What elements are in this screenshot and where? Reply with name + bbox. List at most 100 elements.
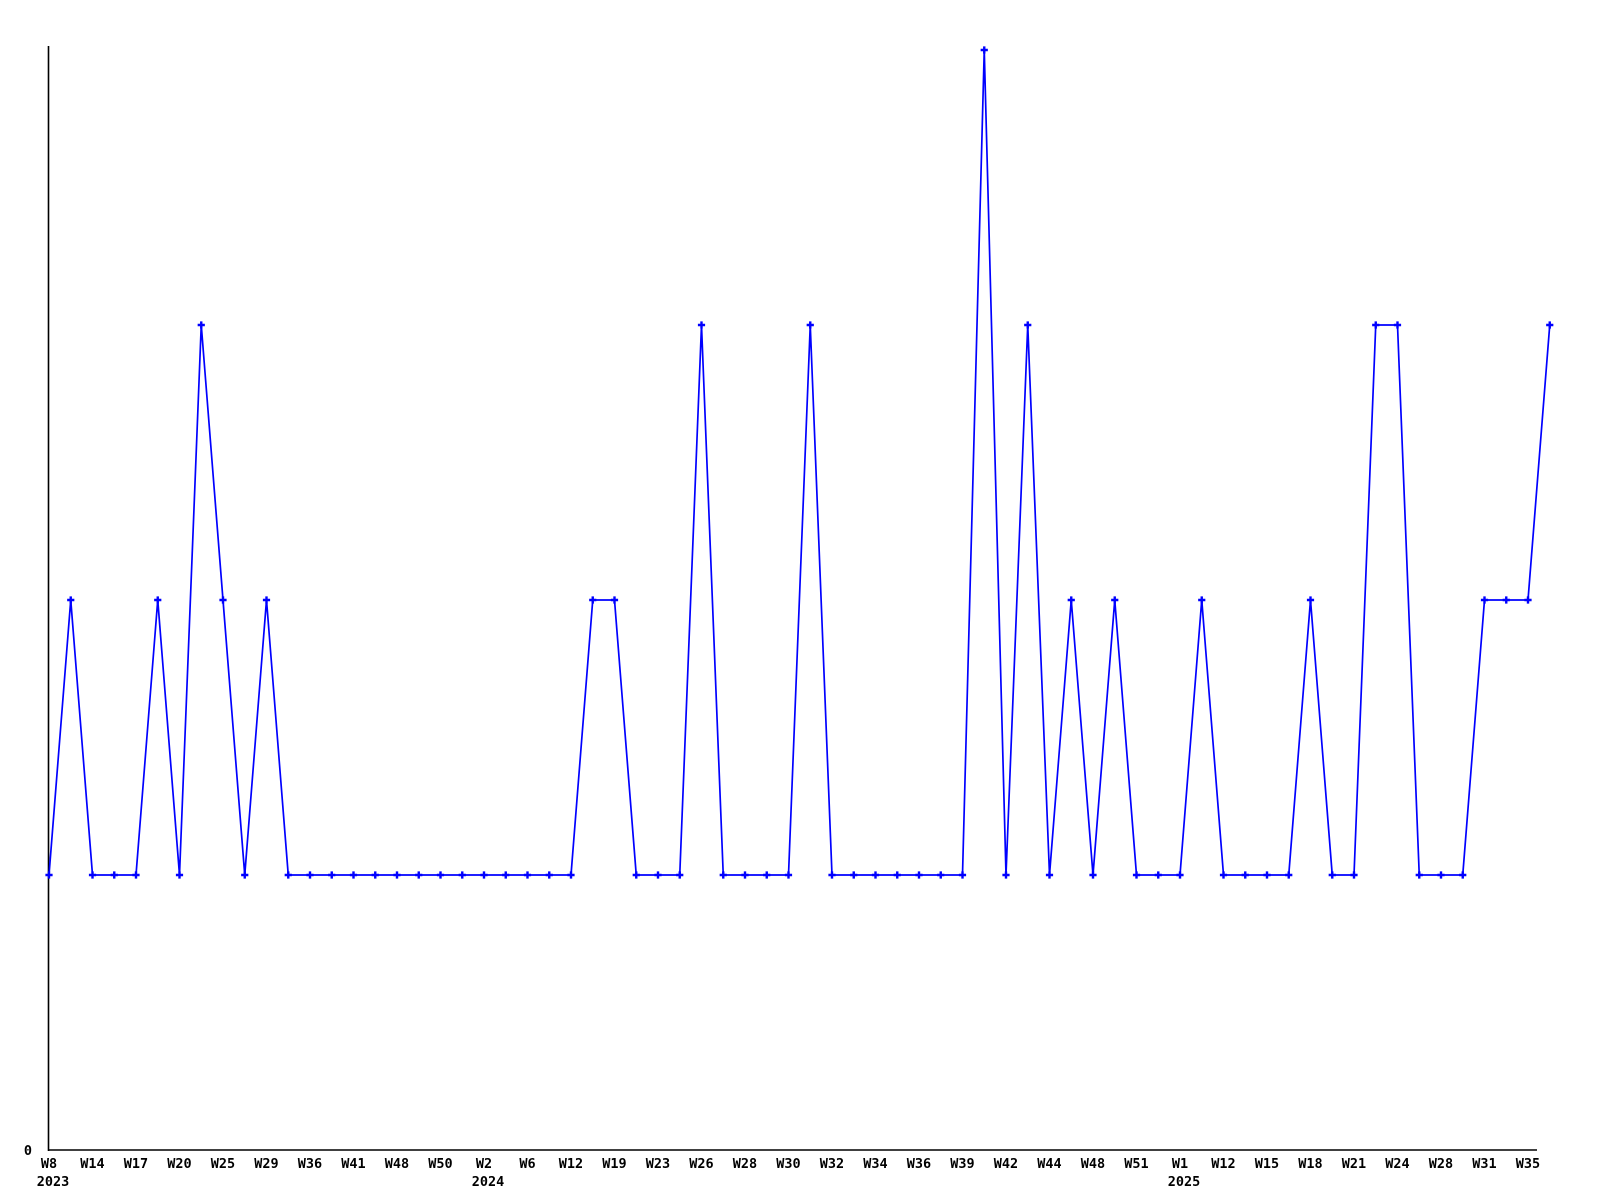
data-point-marker [1111,596,1119,604]
data-point-marker [306,871,314,879]
data-line [48,49,1551,876]
data-point-marker [1024,321,1032,329]
data-point-marker [871,871,880,879]
data-point-marker [937,871,945,879]
data-point-marker [1350,871,1358,879]
data-point-marker [371,871,379,879]
data-point-marker [719,871,727,879]
data-point-marker [502,871,510,879]
x-tick-label: W21 [1342,1156,1366,1172]
data-point-marker [1524,596,1532,604]
x-tick-label: W39 [950,1156,974,1172]
data-point-marker [393,871,401,879]
data-point-marker [154,596,162,604]
x-tick-label: W20 [167,1156,191,1172]
x-tick-label: W14 [80,1156,104,1172]
data-point-marker [1176,871,1184,879]
data-point-marker [1546,321,1554,329]
x-tick-label: W48 [385,1156,409,1172]
x-tick-label: W50 [428,1156,452,1172]
data-point-marker [1002,871,1010,879]
data-point-marker [1089,871,1097,879]
x-axis-year-label: 2023 [37,1174,70,1190]
data-point-marker [610,596,619,604]
data-point-marker [1198,596,1206,604]
x-tick-label: W12 [559,1156,583,1172]
x-tick-label: W44 [1037,1156,1061,1172]
x-tick-label: W41 [341,1156,365,1172]
x-tick-label: W35 [1516,1156,1540,1172]
data-point-marker [110,871,118,879]
data-point-marker [262,596,271,604]
data-point-marker [1263,871,1271,879]
data-point-marker [1459,871,1467,879]
data-point-marker [741,871,749,879]
data-point-marker [1393,321,1402,329]
x-tick-label: W51 [1124,1156,1148,1172]
x-axis-year-label: 2024 [472,1174,505,1190]
x-tick-label: W32 [820,1156,844,1172]
data-point-marker [1285,871,1293,879]
data-point-marker [697,321,706,329]
x-tick-label: W31 [1472,1156,1496,1172]
x-tick-label: W28 [1429,1156,1453,1172]
data-point-marker [1067,596,1075,604]
data-point-marker [1154,871,1162,879]
x-tick-label: W17 [124,1156,148,1172]
data-point-marker [284,871,292,879]
x-tick-label: W2 [476,1156,492,1172]
data-point-marker [219,596,227,604]
data-point-marker [328,871,336,879]
data-point-marker [676,871,684,879]
data-point-marker [67,596,75,604]
data-point-marker [654,871,662,879]
x-tick-label: W23 [646,1156,670,1172]
data-point-marker [567,871,575,879]
x-tick-label: W36 [907,1156,931,1172]
data-point-marker [480,871,488,879]
data-point-marker [1372,321,1380,329]
data-point-marker [45,871,53,879]
data-point-marker [893,871,901,879]
data-point-marker [1502,596,1510,604]
x-tick-label: W15 [1255,1156,1279,1172]
data-point-marker [632,871,640,879]
x-tick-label: W25 [211,1156,235,1172]
data-point-marker [980,46,988,54]
data-point-marker [763,871,771,879]
x-tick-label: W18 [1298,1156,1322,1172]
y-axis-zero-label: 0 [24,1143,32,1159]
x-tick-label: W42 [994,1156,1018,1172]
x-tick-label: W36 [298,1156,322,1172]
data-point-marker [1306,596,1315,604]
x-tick-label: W19 [602,1156,626,1172]
data-point-marker [197,321,205,329]
x-tick-label: W6 [519,1156,535,1172]
data-point-marker [1328,871,1336,879]
data-point-marker [1132,871,1141,879]
data-point-marker [241,871,249,879]
data-point-marker [915,871,923,879]
data-point-marker [349,871,358,879]
x-tick-label: W24 [1385,1156,1409,1172]
data-point-marker [436,871,445,879]
x-tick-label: W1 [1172,1156,1188,1172]
data-point-marker [523,871,532,879]
data-point-marker [415,871,423,879]
data-point-marker [1219,871,1228,879]
x-tick-label: W34 [863,1156,887,1172]
data-point-marker [88,871,97,879]
x-tick-label: W30 [776,1156,800,1172]
data-point-marker [1415,871,1423,879]
data-point-marker [132,871,140,879]
data-point-marker [175,871,184,879]
data-point-marker [1045,871,1054,879]
x-tick-label: W48 [1081,1156,1105,1172]
data-point-marker [458,871,466,879]
data-point-marker [784,871,793,879]
x-tick-label: W28 [733,1156,757,1172]
x-tick-label: W26 [689,1156,713,1172]
x-tick-label: W29 [254,1156,278,1172]
